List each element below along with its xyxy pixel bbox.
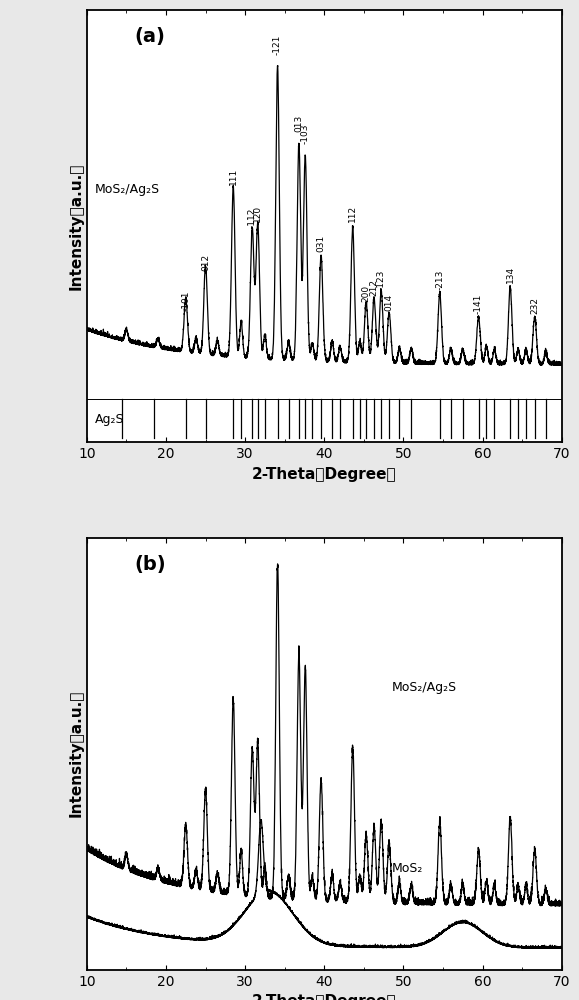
Text: 013: 013	[294, 115, 303, 132]
Text: -112: -112	[248, 207, 256, 228]
Text: 014: 014	[384, 294, 394, 311]
Text: 232: 232	[530, 297, 539, 314]
Y-axis label: Intensity（a.u.）: Intensity（a.u.）	[69, 690, 84, 817]
Text: 012: 012	[201, 254, 210, 271]
Text: -123: -123	[377, 269, 386, 290]
Text: 111: 111	[229, 167, 238, 185]
X-axis label: 2-Theta（Degree）: 2-Theta（Degree）	[252, 994, 397, 1000]
Text: 120: 120	[253, 204, 262, 222]
Text: -213: -213	[435, 269, 444, 290]
Text: (a): (a)	[134, 27, 165, 46]
Text: MoS₂/Ag₂S: MoS₂/Ag₂S	[95, 183, 160, 196]
Text: -103: -103	[301, 124, 310, 144]
Text: 031: 031	[317, 235, 325, 252]
Text: MoS₂/Ag₂S: MoS₂/Ag₂S	[391, 681, 457, 694]
Text: MoS₂: MoS₂	[391, 862, 423, 875]
Text: Ag₂S: Ag₂S	[95, 413, 124, 426]
Text: -121: -121	[273, 34, 282, 55]
Text: (b): (b)	[134, 555, 166, 574]
Text: -141: -141	[474, 294, 483, 314]
Y-axis label: Intensity（a.u.）: Intensity（a.u.）	[69, 163, 84, 290]
Text: -101: -101	[181, 291, 190, 311]
Text: 134: 134	[505, 266, 515, 283]
X-axis label: 2-Theta（Degree）: 2-Theta（Degree）	[252, 467, 397, 482]
Text: 212: 212	[369, 279, 379, 296]
Text: 112: 112	[348, 204, 357, 222]
Text: 200: 200	[362, 285, 371, 302]
